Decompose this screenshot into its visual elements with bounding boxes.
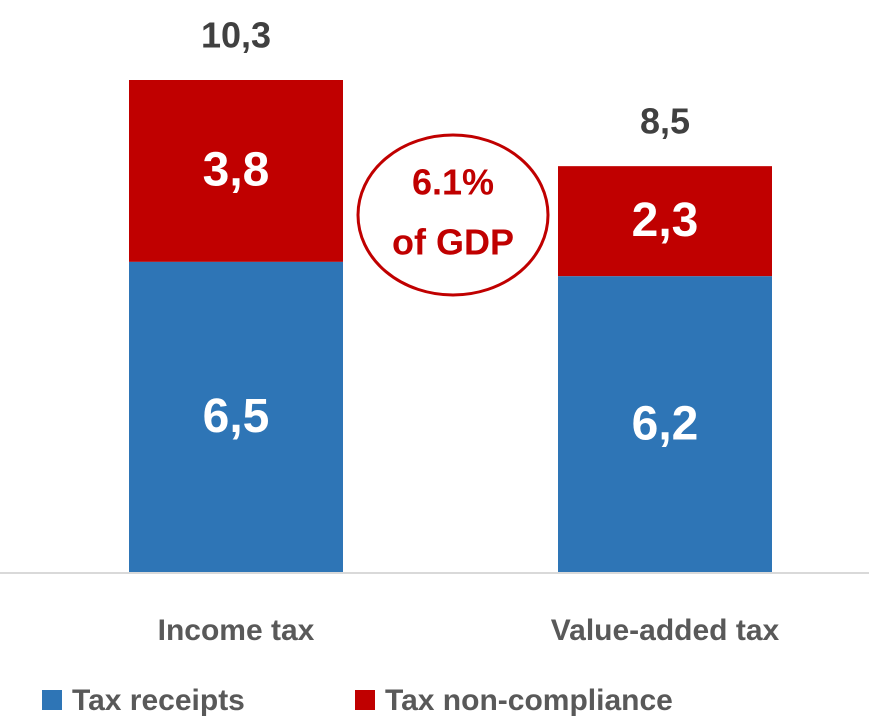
total-label: 10,3 xyxy=(201,15,271,56)
legend-label: Tax non-compliance xyxy=(385,684,673,717)
value-label: 6,2 xyxy=(632,397,699,450)
x-tick-label: Income tax xyxy=(158,614,315,647)
legend-swatch xyxy=(42,690,62,710)
total-label: 8,5 xyxy=(640,101,690,142)
annotation-circle xyxy=(356,133,550,297)
legend-swatch xyxy=(355,690,375,710)
x-tick-label: Value-added tax xyxy=(551,614,780,647)
value-label: 2,3 xyxy=(632,194,699,247)
bar-segment xyxy=(558,276,772,573)
annotation: 6.1% xyxy=(412,162,494,203)
bar-segment xyxy=(129,80,343,262)
bar-segment xyxy=(129,261,343,573)
value-label: 3,8 xyxy=(203,144,270,197)
annotation: of GDP xyxy=(392,222,514,263)
bar-segment xyxy=(558,166,772,277)
value-label: 6,5 xyxy=(203,390,270,443)
legend-label: Tax receipts xyxy=(72,684,245,717)
